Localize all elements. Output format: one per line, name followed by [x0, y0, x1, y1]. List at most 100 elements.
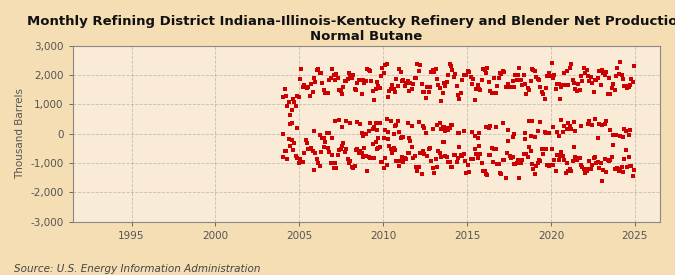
Point: [427, 166, 438, 170]
Point: [595, 83, 606, 87]
Point: [588, 156, 599, 161]
Point: [303, 84, 314, 89]
Point: [416, 82, 427, 87]
Point: [528, 68, 539, 72]
Point: [545, 74, 556, 78]
Point: [415, 63, 426, 68]
Point: [538, 152, 549, 156]
Point: [525, 134, 536, 139]
Point: [404, 88, 414, 93]
Point: [461, 170, 472, 175]
Point: [380, 128, 391, 133]
Point: [451, 160, 462, 164]
Point: [573, 156, 584, 160]
Point: [350, 88, 361, 92]
Point: [567, 159, 578, 163]
Point: [419, 89, 430, 94]
Point: [316, 150, 327, 154]
Point: [410, 76, 421, 80]
Point: [508, 84, 519, 89]
Point: [418, 90, 429, 94]
Point: [353, 78, 364, 82]
Point: [311, 68, 322, 73]
Point: [601, 70, 612, 75]
Point: [547, 163, 558, 168]
Point: [299, 82, 310, 87]
Point: [560, 82, 571, 87]
Point: [520, 82, 531, 86]
Point: [533, 77, 543, 81]
Point: [369, 156, 379, 160]
Point: [353, 150, 364, 155]
Point: [396, 159, 406, 163]
Point: [454, 130, 465, 135]
Point: [338, 141, 349, 145]
Point: [524, 119, 535, 123]
Point: [504, 85, 515, 90]
Point: [358, 78, 369, 83]
Point: [482, 65, 493, 70]
Point: [588, 90, 599, 94]
Point: [298, 84, 308, 89]
Point: [405, 139, 416, 143]
Point: [401, 156, 412, 161]
Point: [598, 71, 609, 75]
Point: [468, 77, 479, 81]
Point: [558, 154, 568, 158]
Point: [550, 87, 561, 92]
Point: [576, 73, 587, 78]
Point: [431, 123, 442, 127]
Point: [554, 157, 564, 162]
Point: [370, 87, 381, 91]
Point: [612, 166, 623, 170]
Point: [514, 65, 525, 70]
Point: [490, 91, 501, 95]
Point: [345, 159, 356, 163]
Point: [388, 132, 399, 137]
Point: [483, 153, 494, 157]
Point: [296, 67, 307, 71]
Point: [373, 83, 383, 88]
Point: [535, 84, 546, 89]
Point: [412, 62, 423, 66]
Point: [474, 131, 485, 135]
Point: [510, 73, 520, 77]
Point: [356, 131, 367, 136]
Point: [489, 75, 500, 80]
Point: [289, 141, 300, 146]
Point: [554, 82, 564, 86]
Text: Source: U.S. Energy Information Administration: Source: U.S. Energy Information Administ…: [14, 264, 260, 274]
Point: [345, 73, 356, 77]
Point: [324, 150, 335, 154]
Point: [537, 147, 547, 152]
Point: [303, 146, 314, 151]
Point: [292, 94, 302, 98]
Point: [462, 163, 473, 167]
Point: [526, 162, 537, 166]
Point: [359, 146, 370, 150]
Point: [418, 124, 429, 128]
Point: [611, 73, 622, 78]
Point: [543, 164, 554, 169]
Point: [461, 73, 472, 77]
Point: [311, 157, 322, 161]
Point: [391, 159, 402, 164]
Point: [293, 160, 304, 165]
Point: [317, 81, 328, 85]
Point: [618, 135, 628, 139]
Point: [450, 153, 460, 158]
Point: [355, 122, 366, 126]
Point: [392, 84, 403, 89]
Point: [328, 165, 339, 170]
Point: [539, 147, 550, 151]
Point: [513, 73, 524, 77]
Point: [446, 64, 456, 68]
Point: [564, 124, 575, 128]
Point: [294, 77, 305, 81]
Point: [601, 119, 612, 123]
Point: [541, 131, 551, 135]
Point: [580, 70, 591, 75]
Point: [589, 78, 600, 82]
Point: [331, 72, 342, 76]
Point: [364, 120, 375, 125]
